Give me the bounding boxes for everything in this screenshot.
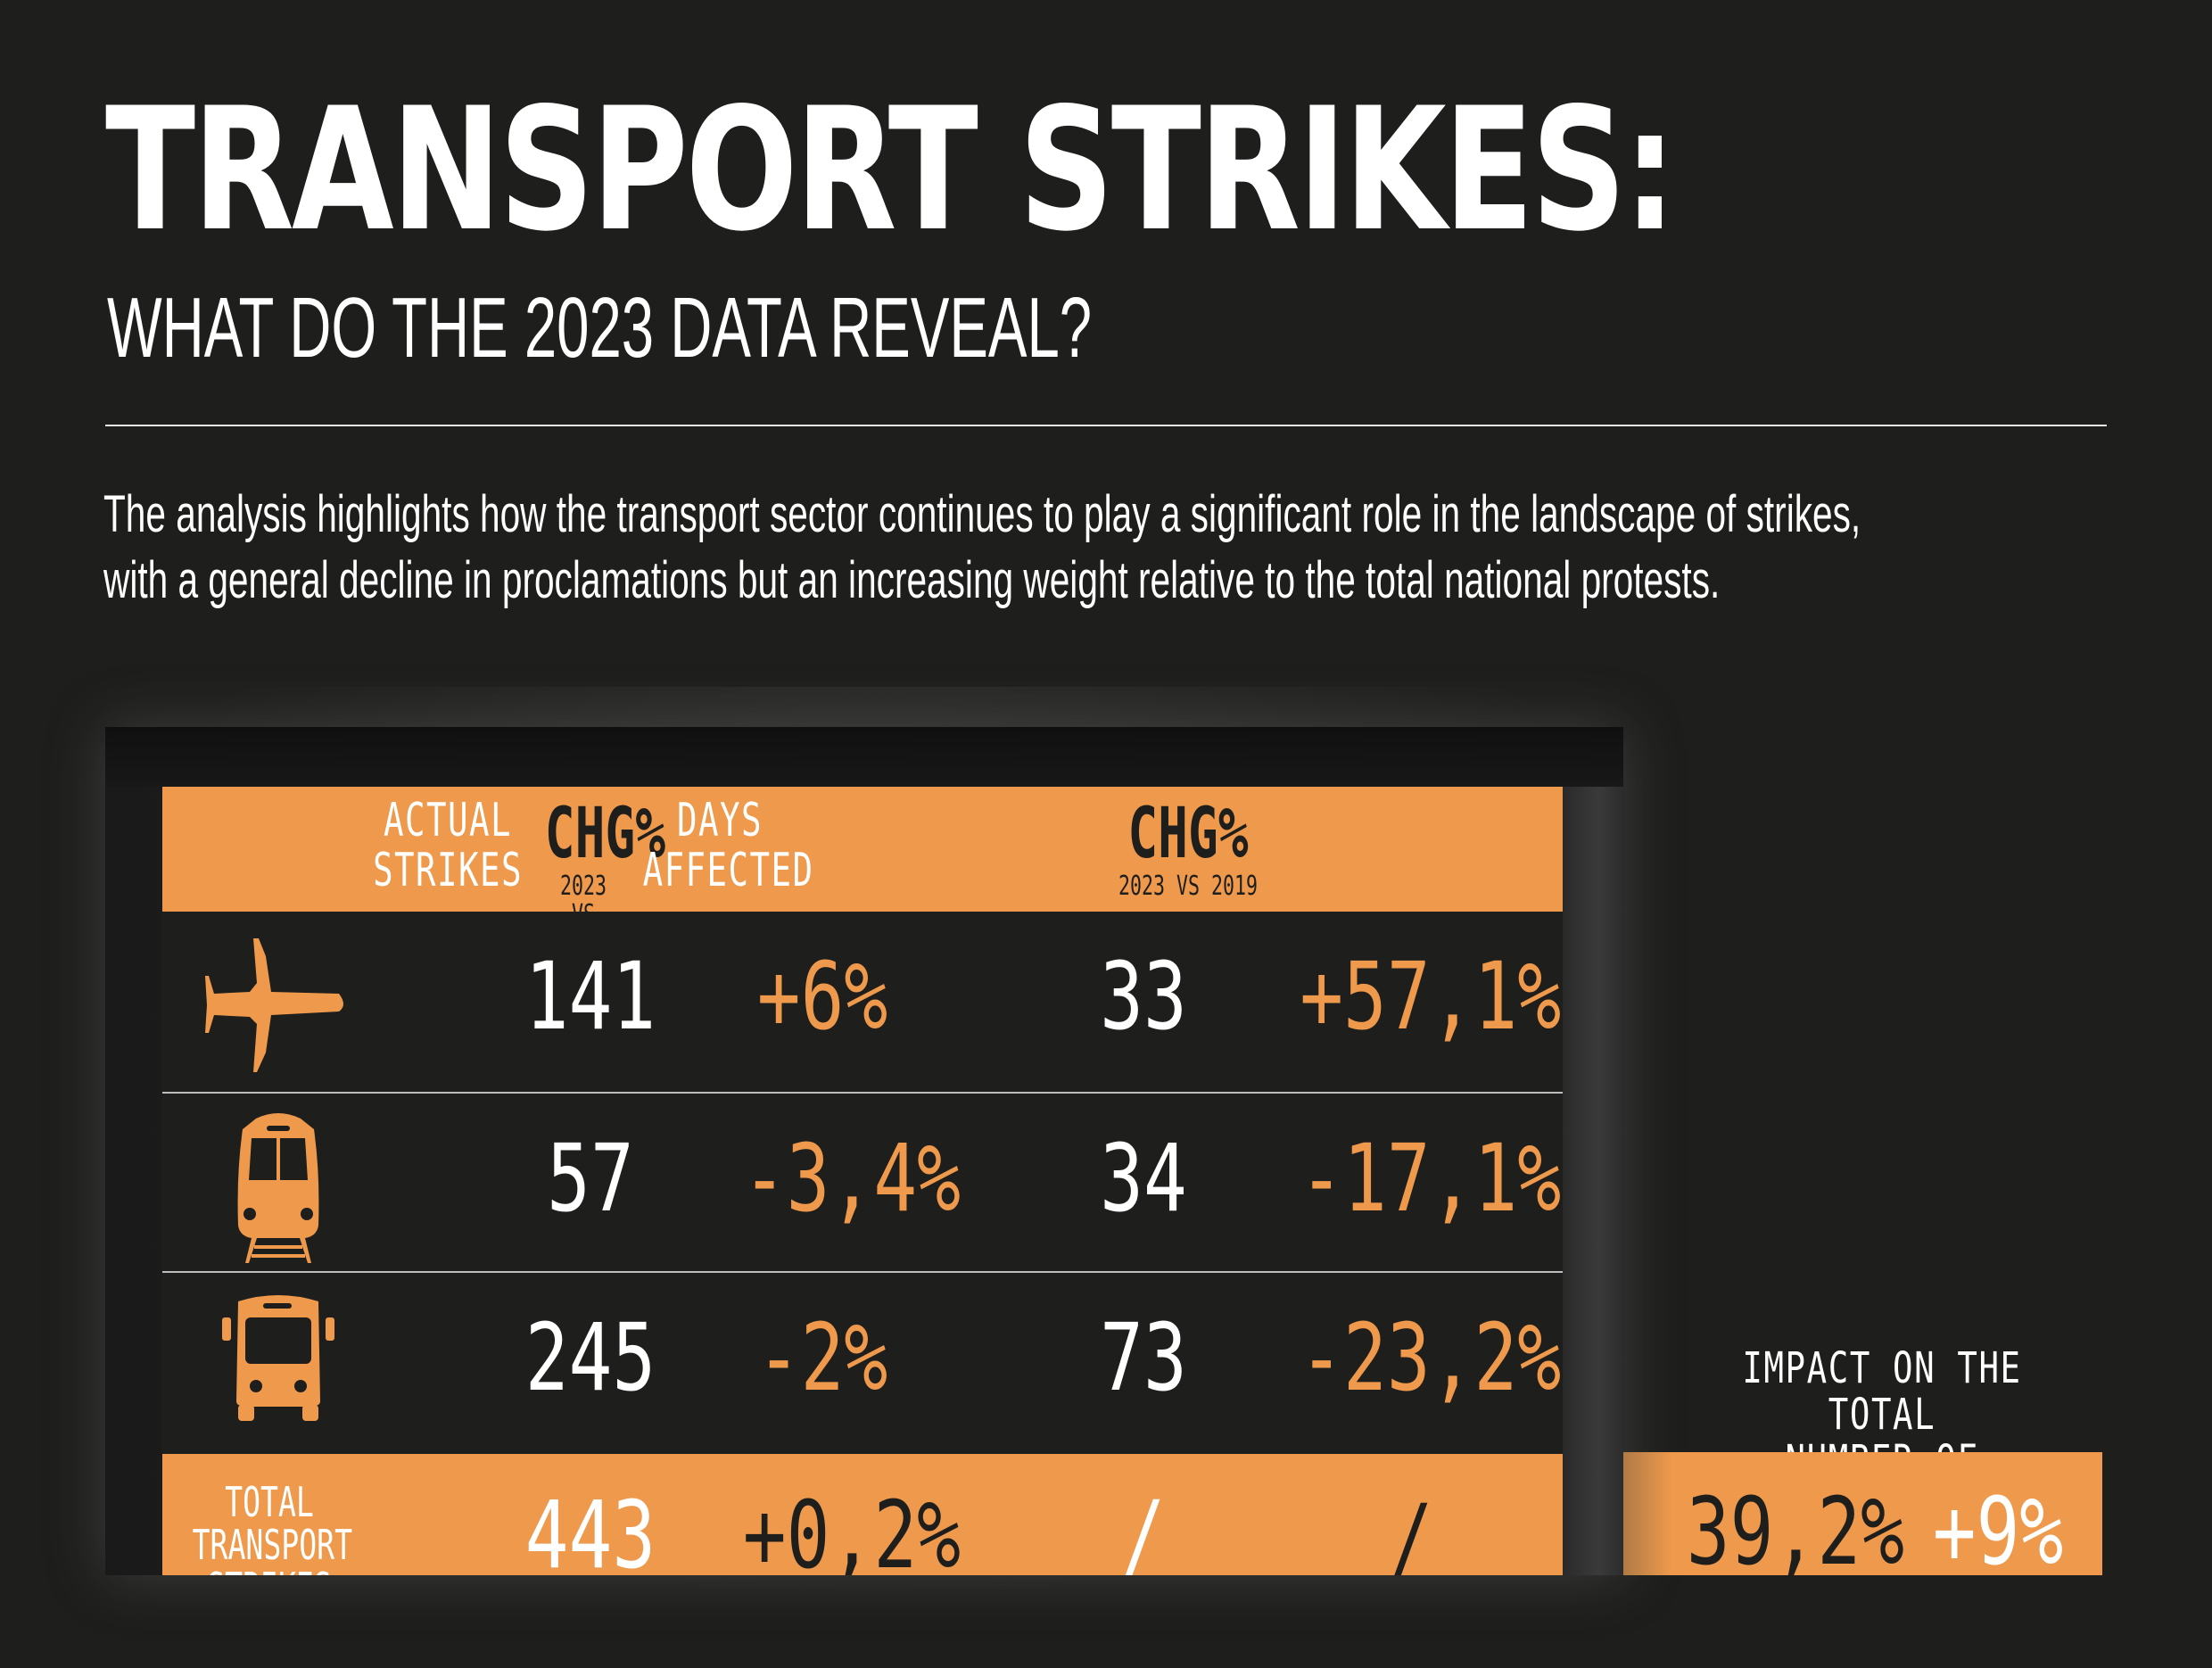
board-right-bezel: [1563, 787, 1623, 1575]
train-days-affected: 34: [1100, 1124, 1187, 1233]
train-strikes-chg: -3,4%: [742, 1124, 962, 1233]
airplane-days-chg: +57,1%: [1300, 942, 1562, 1051]
header-days-affected: DAYS AFFECTED: [642, 794, 814, 897]
total-days-chg: /: [1389, 1484, 1433, 1575]
divider-rule: [105, 425, 2107, 426]
row-divider: [162, 1271, 1563, 1273]
total-row: TOTAL TRANSPORT STRIKES 443 +0,2% / /: [162, 1454, 1563, 1575]
train-days-chg: -17,1%: [1300, 1124, 1562, 1233]
total-label: TOTAL TRANSPORT STRIKES: [192, 1478, 353, 1575]
row-divider: [162, 1092, 1563, 1094]
header-days-chg: CHG% 2023 VS 2019: [1118, 794, 1259, 902]
departure-board: ACTUAL STRIKES CHG% 2023 VS 2019 DAYS AF…: [162, 787, 1563, 1575]
board-top-bezel: [105, 727, 1623, 787]
table-row: 141 +6% 33 +57,1%: [162, 912, 1563, 1092]
table-header: ACTUAL STRIKES CHG% 2023 VS 2019 DAYS AF…: [162, 787, 1563, 958]
airplane-days-affected: 33: [1100, 942, 1187, 1051]
header-actual-strikes: ACTUAL STRIKES: [373, 794, 523, 897]
total-actual-strikes: 443: [524, 1481, 656, 1575]
impact-change: +9%: [1932, 1477, 2064, 1575]
bus-actual-strikes: 245: [524, 1303, 656, 1412]
table-row: 57 -3,4% 34 -17,1%: [162, 1094, 1563, 1272]
airplane-icon: [205, 938, 343, 1072]
bus-icon: [222, 1295, 334, 1421]
airplane-actual-strikes: 141: [524, 942, 656, 1051]
page-subtitle: WHAT DO THE 2023 DATA REVEAL?: [107, 280, 1093, 376]
impact-share: 39,2%: [1686, 1477, 1905, 1575]
intro-line-1: The analysis highlights how the transpor…: [103, 485, 1861, 543]
bus-days-chg: -23,2%: [1300, 1303, 1562, 1412]
impact-box: 39,2% +9%: [1623, 1452, 2102, 1575]
table-row: 245 -2% 73 -23,2%: [162, 1273, 1563, 1454]
intro-line-2: with a general decline in proclamations …: [103, 551, 1721, 609]
bus-strikes-chg: -2%: [756, 1303, 888, 1412]
total-strikes-chg: +0,2%: [742, 1481, 962, 1575]
train-icon: [237, 1113, 319, 1263]
bus-days-affected: 73: [1100, 1303, 1187, 1412]
intro-paragraph: The analysis highlights how the transpor…: [103, 482, 1861, 614]
page-title: TRANSPORT STRIKES:: [105, 71, 1677, 268]
total-days-affected: /: [1121, 1481, 1166, 1575]
train-actual-strikes: 57: [547, 1124, 634, 1233]
airplane-strikes-chg: +6%: [756, 942, 888, 1051]
